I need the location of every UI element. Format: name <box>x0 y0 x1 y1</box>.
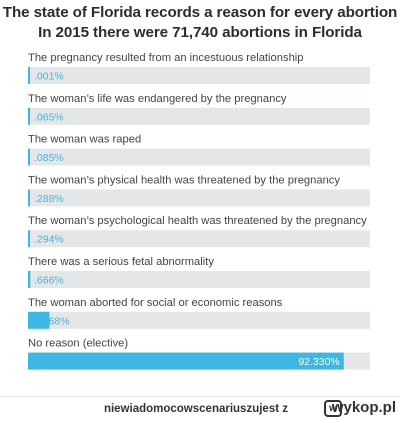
category-label: The woman’s psychological health was thr… <box>28 215 367 227</box>
bar-track <box>28 107 370 125</box>
category-label: The pregnancy resulted from an incestuou… <box>28 52 304 64</box>
category-label: There was a serious fetal abnormality <box>28 256 214 268</box>
bar <box>28 107 30 125</box>
bar <box>28 67 30 84</box>
bar-track <box>28 230 370 248</box>
value-label: .288% <box>34 193 64 205</box>
bar-track <box>28 67 370 84</box>
value-label: .666% <box>34 275 64 287</box>
bar-track <box>28 189 370 207</box>
credit-text: niewiadomocowscenariuszujest z <box>103 403 288 415</box>
value-label: 6.268% <box>34 315 70 327</box>
value-label: .001% <box>34 71 64 83</box>
chart-title-line-2: In 2015 there were 71,740 abortions in F… <box>38 24 362 41</box>
category-label: No reason (elective) <box>28 338 128 350</box>
chart-title-line-1: The state of Florida records a reason fo… <box>2 4 398 21</box>
footer-bar: niewiadomocowscenariuszujest z w wykop.p… <box>0 396 400 421</box>
category-label: The woman’s life was endangered by the p… <box>28 93 287 105</box>
bar <box>28 352 344 370</box>
bar <box>28 230 30 248</box>
value-label: 92.330% <box>298 356 339 368</box>
bar <box>28 148 30 166</box>
category-label: The woman aborted for social or economic… <box>28 297 283 309</box>
value-label: .294% <box>34 234 64 246</box>
brand-name: wykop.pl <box>331 399 396 416</box>
bar <box>28 271 31 288</box>
bar-track <box>28 148 370 166</box>
category-label: The woman was raped <box>28 134 141 146</box>
bar-chart: The pregnancy resulted from an incestuou… <box>28 52 370 370</box>
category-label: The woman’s physical health was threaten… <box>28 174 340 186</box>
bar <box>28 311 50 329</box>
wykop-logo-icon: w <box>324 400 342 417</box>
bar-track <box>28 271 370 288</box>
bar <box>28 189 30 207</box>
value-label: .085% <box>34 152 64 164</box>
bar-track <box>28 311 370 329</box>
value-label: .065% <box>34 111 64 123</box>
